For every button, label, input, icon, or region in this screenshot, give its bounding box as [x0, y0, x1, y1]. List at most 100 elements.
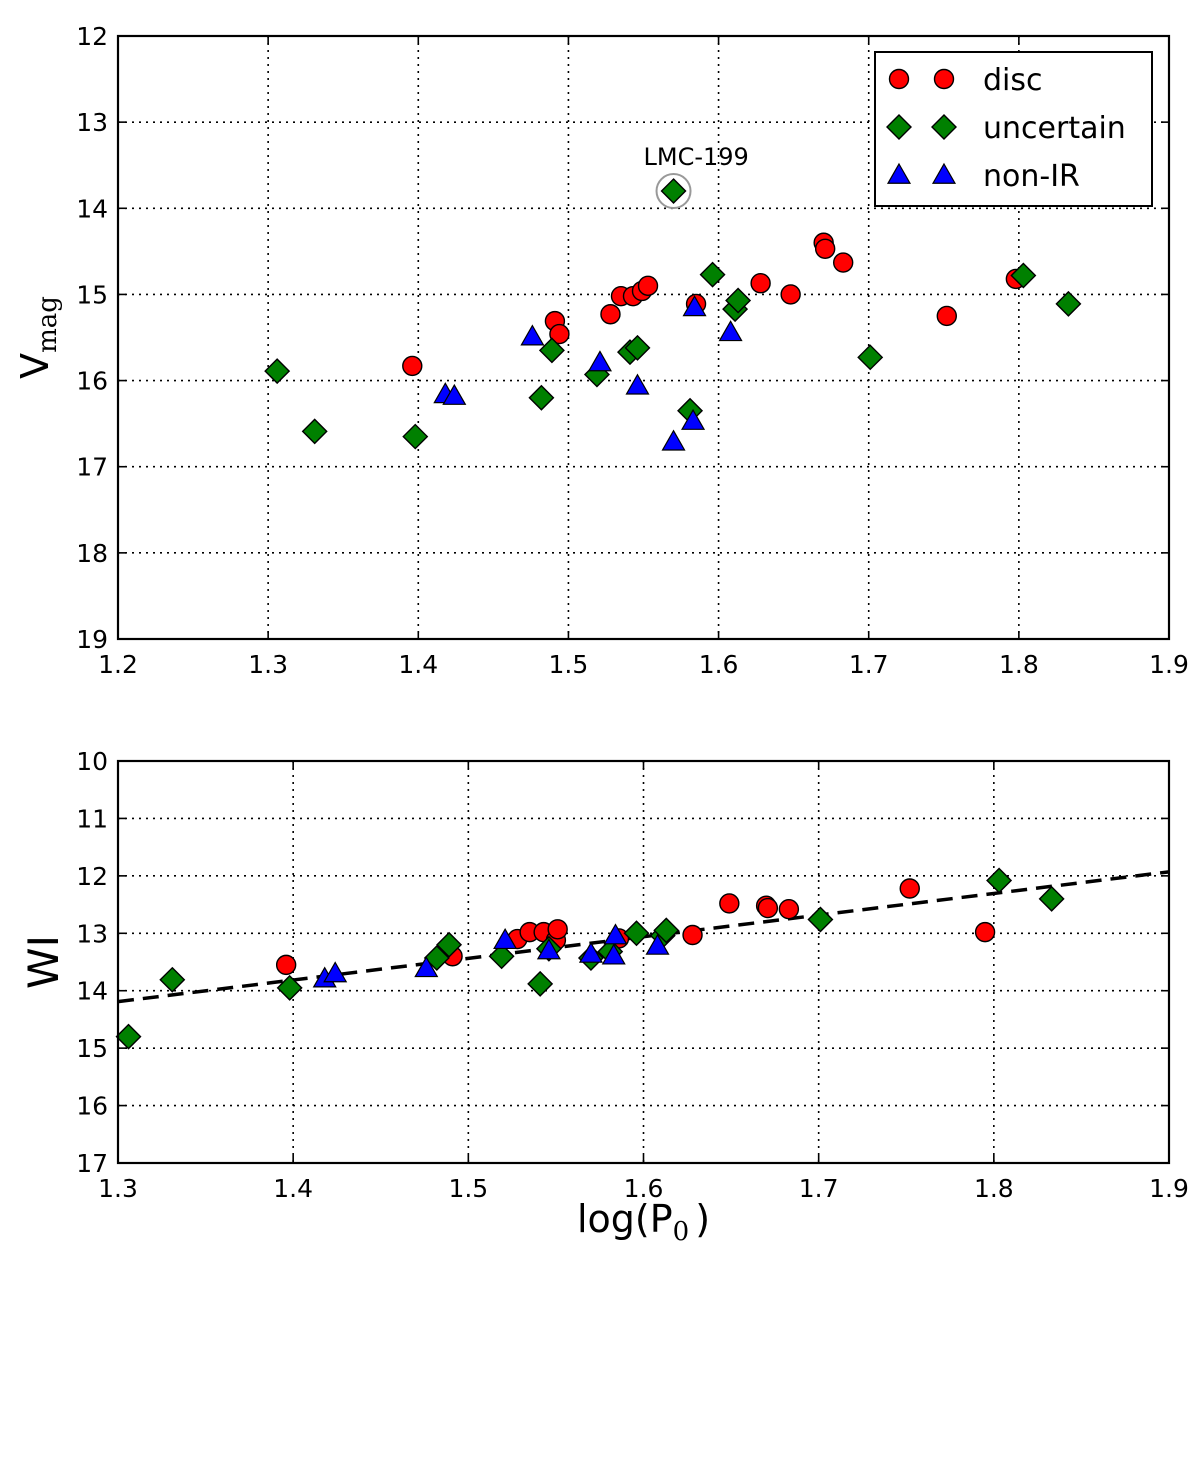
y-tick-label: 16	[76, 1092, 108, 1121]
point-uncertain	[699, 261, 726, 288]
y-tick-label: 14	[76, 977, 108, 1006]
legend-label-uncertain: uncertain	[983, 111, 1126, 146]
point-non-IR	[578, 941, 603, 963]
y-tick-label: 13	[76, 919, 108, 948]
x-tick-label: 1.3	[248, 650, 288, 679]
point-disc	[719, 893, 740, 914]
point-disc	[899, 878, 920, 899]
annotation-label: LMC-199	[644, 143, 749, 171]
y-tick-label: 17	[76, 453, 108, 482]
point-uncertain	[857, 344, 884, 371]
x-axis-label: log(P0)	[577, 1197, 710, 1247]
point-non-IR	[625, 373, 650, 395]
point-disc	[757, 897, 779, 919]
point-disc	[814, 238, 836, 259]
y-tick-label: 10	[76, 747, 108, 776]
point-uncertain	[436, 931, 463, 958]
x-axis-label-sub: 0	[673, 1217, 690, 1247]
x-tick-label: 1.2	[98, 650, 138, 679]
x-tick-label: 1.8	[999, 650, 1039, 679]
x-tick-label: 1.4	[398, 650, 438, 679]
point-non-IR	[645, 933, 670, 955]
point-disc	[778, 898, 800, 920]
legend-marker-non-IR	[931, 162, 957, 184]
y-tick-label: 19	[76, 625, 108, 654]
point-uncertain	[488, 943, 515, 970]
x-tick-label: 1.9	[1149, 650, 1189, 679]
bottom-chart: 1.3 1.4 1.5 1.6 1.7 1.8 1.9 10 11 12 13 14 15 16 17 WI l…	[19, 747, 1189, 1247]
x-tick-label: 1.6	[624, 1174, 664, 1203]
legend-marker-non-IR	[886, 162, 912, 184]
point-disc	[402, 355, 423, 377]
point-disc	[549, 323, 570, 345]
point-non-IR	[414, 956, 439, 978]
point-uncertain	[264, 358, 291, 385]
point-non-IR	[718, 320, 743, 342]
point-disc	[682, 924, 703, 946]
point-disc	[750, 273, 771, 294]
legend-box	[874, 51, 1153, 207]
point-non-IR	[681, 408, 706, 430]
point-uncertain	[624, 334, 651, 361]
point-non-IR	[661, 429, 686, 451]
point-non-IR	[493, 927, 518, 950]
point-disc	[600, 304, 621, 325]
x-tick-label: 1.9	[1149, 1174, 1189, 1203]
point-non-IR	[682, 295, 707, 317]
point-uncertain	[653, 917, 680, 944]
y-axis-label-sub: mag	[33, 296, 63, 353]
point-uncertain	[725, 287, 752, 314]
point-disc	[832, 252, 854, 273]
legend: disc uncertain non-IR	[874, 51, 1153, 207]
point-disc	[637, 275, 659, 297]
x-tick-label: 1.7	[849, 650, 889, 679]
point-disc	[780, 284, 801, 305]
legend-marker-uncertain	[886, 114, 912, 140]
y-tick-label: 17	[76, 1149, 108, 1178]
point-disc	[275, 954, 297, 976]
legend-marker-disc	[888, 68, 910, 90]
annotation-circle	[655, 173, 692, 210]
point-disc	[547, 919, 568, 940]
x-tick-label: 1.5	[448, 1174, 488, 1203]
point-uncertain	[1010, 262, 1037, 289]
y-tick-label: 12	[76, 22, 108, 51]
point-uncertain	[276, 974, 303, 1001]
legend-label-non-IR: non-IR	[983, 159, 1080, 194]
point-non-IR	[587, 350, 612, 372]
point-uncertain	[807, 906, 834, 933]
legend-marker-disc	[933, 68, 955, 90]
y-tick-label: 18	[76, 539, 108, 568]
point-uncertain	[528, 384, 555, 411]
y-tick-label: 13	[76, 108, 108, 137]
point-non-IR	[536, 938, 561, 960]
plot-frame	[116, 759, 1171, 1165]
point-disc	[936, 305, 957, 327]
x-axis-label-main: log(P	[577, 1197, 673, 1241]
point-uncertain	[527, 970, 554, 997]
x-tick-label: 1.7	[799, 1174, 839, 1203]
x-tick-label: 1.6	[699, 650, 739, 679]
legend-marker-uncertain	[931, 114, 957, 140]
top-chart: 1.2 1.3 1.4 1.5 1.6 1.7 1.8 1.9 12 13 14 15 16 17 18 19…	[13, 22, 1189, 679]
point-uncertain	[986, 867, 1013, 894]
point-non-IR	[520, 324, 545, 346]
legend-label-disc: disc	[983, 63, 1043, 98]
point-uncertain	[301, 418, 328, 445]
point-non-IR	[603, 923, 628, 945]
point-non-IR	[323, 961, 348, 983]
y-tick-label: 12	[76, 862, 108, 891]
point-non-IR	[442, 383, 467, 405]
y-axis-label: WI	[19, 935, 68, 989]
point-uncertain	[538, 337, 565, 364]
x-tick-label: 1.5	[549, 650, 589, 679]
point-uncertain	[402, 423, 429, 450]
y-tick-label: 14	[76, 194, 108, 223]
y-tick-label: 11	[76, 804, 108, 833]
point-uncertain	[623, 920, 650, 947]
point-uncertain	[1038, 885, 1065, 912]
point-uncertain	[423, 944, 450, 971]
point-uncertain	[159, 966, 186, 993]
y-tick-label: 15	[76, 1034, 108, 1063]
